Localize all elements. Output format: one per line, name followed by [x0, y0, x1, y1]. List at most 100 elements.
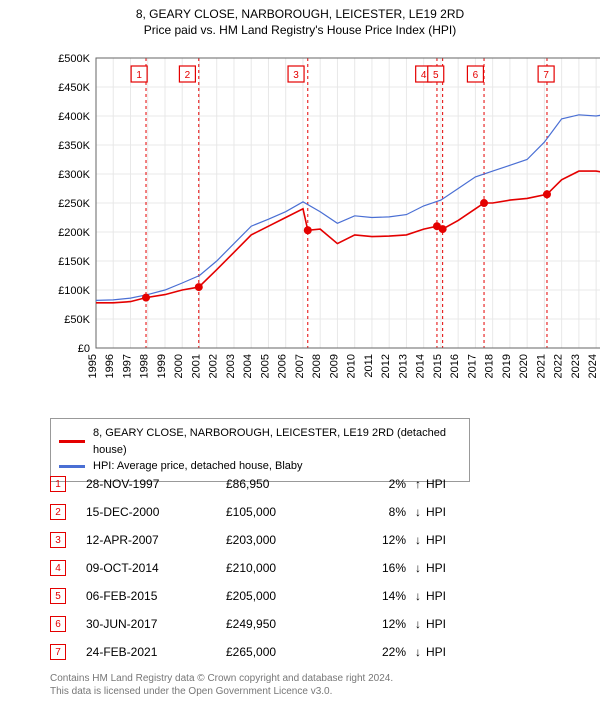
sales-row: 5 06-FEB-2015£205,00014%↓HPI	[50, 582, 466, 610]
sale-marker-box: 1	[50, 476, 66, 492]
sale-arrow-icon: ↓	[410, 505, 426, 519]
svg-text:2001: 2001	[190, 354, 202, 378]
sale-hpi-tag: HPI	[426, 533, 466, 547]
svg-text:2010: 2010	[346, 354, 358, 378]
svg-text:2002: 2002	[208, 354, 220, 378]
sales-row: 312-APR-2007£203,00012%↓HPI	[50, 526, 466, 554]
svg-text:£500K: £500K	[58, 53, 90, 65]
sale-hpi-tag: HPI	[426, 589, 466, 603]
svg-text:2014: 2014	[415, 354, 427, 378]
sale-arrow-icon: ↓	[410, 589, 426, 603]
svg-text:1999: 1999	[156, 354, 168, 378]
svg-text:£350K: £350K	[58, 140, 90, 152]
chart-title-block: 8, GEARY CLOSE, NARBOROUGH, LEICESTER, L…	[0, 0, 600, 38]
legend-label-property: 8, GEARY CLOSE, NARBOROUGH, LEICESTER, L…	[93, 425, 461, 458]
sale-price: £105,000	[226, 505, 336, 519]
svg-text:£100K: £100K	[58, 285, 90, 297]
sale-hpi-tag: HPI	[426, 477, 466, 491]
svg-text:4: 4	[421, 70, 427, 81]
svg-text:2011: 2011	[363, 354, 375, 378]
svg-text:6: 6	[473, 70, 479, 81]
legend-item-property: 8, GEARY CLOSE, NARBOROUGH, LEICESTER, L…	[59, 425, 461, 458]
sale-price: £205,000	[226, 589, 336, 603]
svg-text:£200K: £200K	[58, 227, 90, 239]
sales-row: 1 28-NOV-1997£86,9502%↑HPI	[50, 470, 466, 498]
sale-arrow-icon: ↓	[410, 617, 426, 631]
sales-table: 128-NOV-1997£86,9502%↑HPI215-DEC-2000£10…	[50, 470, 466, 666]
sale-marker-box: 4	[50, 560, 66, 576]
chart-area: £0£50K£100K£150K£200K£250K£300K£350K£400…	[50, 50, 582, 380]
sale-marker-box: 7	[50, 644, 66, 660]
sale-marker-box: 5	[50, 588, 66, 604]
sale-date: 24-FEB-2021	[86, 645, 226, 659]
sale-pct: 14%	[336, 589, 410, 603]
footer: Contains HM Land Registry data © Crown c…	[50, 672, 393, 698]
sale-arrow-icon: ↑	[410, 477, 426, 491]
svg-text:2005: 2005	[259, 354, 271, 378]
svg-text:2019: 2019	[501, 354, 513, 378]
svg-text:2013: 2013	[397, 354, 409, 378]
sale-arrow-icon: ↓	[410, 533, 426, 547]
svg-text:5: 5	[433, 70, 439, 81]
svg-text:2003: 2003	[225, 354, 237, 378]
svg-text:£250K: £250K	[58, 198, 90, 210]
svg-text:2020: 2020	[518, 354, 530, 378]
price-chart-svg: £0£50K£100K£150K£200K£250K£300K£350K£400…	[50, 50, 600, 410]
sales-row: 630-JUN-2017£249,95012%↓HPI	[50, 610, 466, 638]
svg-text:2006: 2006	[277, 354, 289, 378]
sale-hpi-tag: HPI	[426, 561, 466, 575]
sale-marker-box: 2	[50, 504, 66, 520]
sale-pct: 16%	[336, 561, 410, 575]
sale-hpi-tag: HPI	[426, 645, 466, 659]
svg-text:2017: 2017	[466, 354, 478, 378]
svg-text:3: 3	[293, 70, 299, 81]
sale-marker-box: 6	[50, 616, 66, 632]
svg-text:2018: 2018	[484, 354, 496, 378]
svg-text:2009: 2009	[328, 354, 340, 378]
sale-hpi-tag: HPI	[426, 505, 466, 519]
sale-price: £249,950	[226, 617, 336, 631]
sale-date: 12-APR-2007	[86, 533, 226, 547]
sale-marker-box: 3	[50, 532, 66, 548]
svg-text:2021: 2021	[535, 354, 547, 378]
svg-text:2015: 2015	[432, 354, 444, 378]
sale-pct: 2%	[336, 477, 410, 491]
sale-date: 28-NOV-1997	[86, 477, 226, 491]
sale-date: 06-FEB-2015	[86, 589, 226, 603]
title-line-1: 8, GEARY CLOSE, NARBOROUGH, LEICESTER, L…	[0, 6, 600, 22]
sale-arrow-icon: ↓	[410, 645, 426, 659]
sale-price: £86,950	[226, 477, 336, 491]
svg-text:2007: 2007	[294, 354, 306, 378]
svg-text:2004: 2004	[242, 354, 254, 378]
svg-text:7: 7	[543, 70, 549, 81]
svg-text:2024: 2024	[587, 354, 599, 378]
svg-text:2012: 2012	[380, 354, 392, 378]
sale-pct: 12%	[336, 533, 410, 547]
svg-text:1: 1	[136, 70, 142, 81]
footer-line-2: This data is licensed under the Open Gov…	[50, 685, 393, 698]
svg-text:2: 2	[185, 70, 191, 81]
svg-text:2000: 2000	[173, 354, 185, 378]
svg-text:2023: 2023	[570, 354, 582, 378]
sale-arrow-icon: ↓	[410, 561, 426, 575]
svg-text:£50K: £50K	[64, 314, 90, 326]
legend-swatch-hpi	[59, 465, 85, 468]
svg-text:1997: 1997	[121, 354, 133, 378]
sale-date: 09-OCT-2014	[86, 561, 226, 575]
sale-date: 15-DEC-2000	[86, 505, 226, 519]
svg-text:£300K: £300K	[58, 169, 90, 181]
sale-price: £210,000	[226, 561, 336, 575]
title-line-2: Price paid vs. HM Land Registry's House …	[0, 22, 600, 38]
svg-text:2022: 2022	[553, 354, 565, 378]
sale-date: 30-JUN-2017	[86, 617, 226, 631]
svg-text:£150K: £150K	[58, 256, 90, 268]
sales-row: 724-FEB-2021£265,00022%↓HPI	[50, 638, 466, 666]
sale-pct: 8%	[336, 505, 410, 519]
svg-text:£450K: £450K	[58, 82, 90, 94]
sale-pct: 22%	[336, 645, 410, 659]
svg-text:£400K: £400K	[58, 111, 90, 123]
svg-text:1996: 1996	[104, 354, 116, 378]
svg-text:1998: 1998	[139, 354, 151, 378]
svg-text:1995: 1995	[87, 354, 99, 378]
sale-hpi-tag: HPI	[426, 617, 466, 631]
